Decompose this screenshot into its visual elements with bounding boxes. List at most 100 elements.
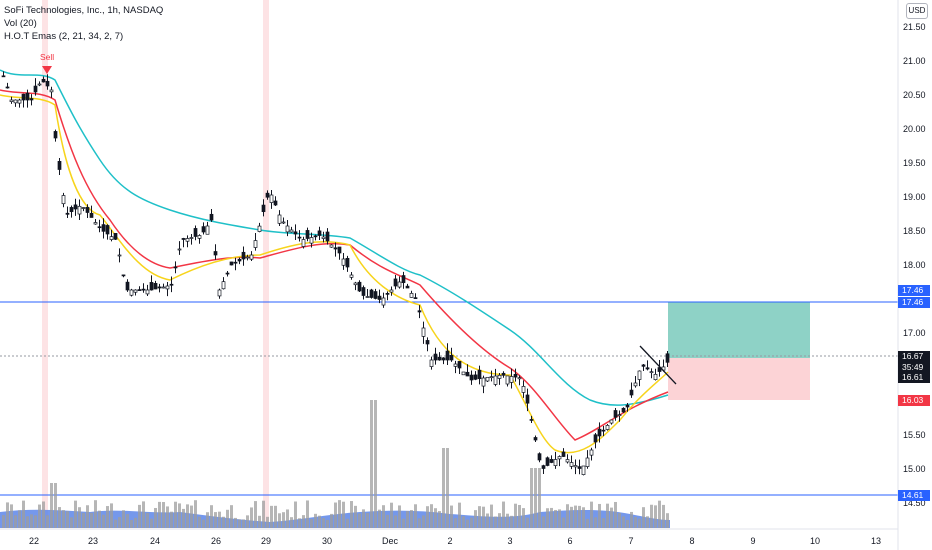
candle-body <box>417 310 422 313</box>
volume-bar <box>50 483 53 528</box>
candle-body <box>573 465 578 468</box>
candle-body <box>257 225 262 232</box>
volume-bar <box>110 503 113 528</box>
price-tick-label: 21.50 <box>903 22 926 32</box>
candle-body <box>493 375 498 385</box>
volume-bar <box>598 503 601 528</box>
candle-body <box>441 357 446 361</box>
volume-bar <box>650 504 653 528</box>
candle-body <box>125 281 130 291</box>
stop-price-tag: 16.03 <box>898 395 930 406</box>
volume-bar <box>218 511 221 528</box>
candle-body <box>393 278 398 287</box>
candle-body <box>201 226 206 233</box>
trend-line[interactable] <box>639 345 677 385</box>
ema-fast-line <box>0 94 669 454</box>
candle-body <box>49 89 54 93</box>
price-tick-label: 14.50 <box>903 498 926 508</box>
volume-bar <box>382 505 385 528</box>
candle-body <box>533 437 538 441</box>
volume-bar <box>186 504 189 528</box>
volume-bar <box>262 500 265 528</box>
volume-bar <box>214 512 217 528</box>
volume-bar <box>146 512 149 528</box>
volume-bar <box>666 513 669 528</box>
current-price-tag: 16.67 <box>898 351 930 362</box>
candle-body <box>581 465 586 475</box>
chart-legend: SoFi Technologies, Inc., 1h, NASDAQ Vol … <box>4 4 163 43</box>
volume-bar <box>162 502 165 528</box>
volume-bar <box>558 509 561 528</box>
volume-bar <box>30 514 33 528</box>
volume-bar <box>578 505 581 528</box>
candle-body <box>553 459 558 466</box>
volume-bar <box>634 517 637 528</box>
volume-bar <box>430 504 433 528</box>
volume-bar <box>426 506 429 528</box>
candle-body <box>273 200 278 206</box>
volume-bar <box>602 518 605 528</box>
candle-body <box>169 283 174 286</box>
volume-bar <box>394 515 397 528</box>
indicator-legend[interactable]: H.O.T Emas (2, 21, 34, 2, 7) <box>4 31 124 42</box>
volume-bar <box>434 508 437 528</box>
countdown-tag: 35:49 <box>898 362 930 373</box>
candle-body <box>549 459 554 463</box>
candle-body <box>77 205 82 215</box>
candle-body <box>465 371 470 377</box>
volume-bar <box>554 509 557 528</box>
candle-body <box>433 353 438 361</box>
candle-body <box>241 251 246 260</box>
candle-body <box>21 93 26 101</box>
volume-bar <box>306 500 309 528</box>
candle-body <box>645 367 650 370</box>
volume-bar <box>518 504 521 528</box>
candle-body <box>193 228 198 237</box>
time-tick-label: 24 <box>149 536 160 546</box>
candle-body <box>69 207 74 213</box>
candle-body <box>185 238 190 242</box>
volume-bar <box>482 506 485 528</box>
candle-body <box>373 291 378 299</box>
volume-bar <box>442 448 445 528</box>
ema-slow-line <box>0 69 669 406</box>
volume-bar <box>2 515 5 528</box>
volume-bar <box>42 501 45 528</box>
candle-body <box>517 377 522 380</box>
symbol-title[interactable]: SoFi Technologies, Inc., 1h, NASDAQ <box>4 5 164 16</box>
volume-bar <box>174 501 177 528</box>
volume-bar <box>278 513 281 528</box>
candle-body <box>145 289 150 295</box>
candle-body <box>133 289 138 293</box>
volume-bar <box>94 500 97 528</box>
volume-legend[interactable]: Vol (20) <box>4 18 37 29</box>
volume-bar <box>90 512 93 528</box>
volume-bar <box>550 507 553 528</box>
volume-bar <box>638 518 641 528</box>
target-zone <box>668 302 810 358</box>
volume-bar <box>658 500 661 528</box>
volume-bar <box>402 518 405 528</box>
candle-body <box>385 293 390 295</box>
candle-body <box>405 285 410 289</box>
candle-body <box>557 456 562 460</box>
volume-bar <box>226 509 229 528</box>
candle-body <box>357 281 362 292</box>
candlesticks <box>1 71 670 476</box>
candle-body <box>377 295 382 300</box>
volume-bar <box>282 512 285 528</box>
ema-mid-line <box>0 89 669 441</box>
candle-body <box>425 340 430 345</box>
candle-body <box>569 462 574 467</box>
candle-body <box>37 83 42 86</box>
volume-bar <box>206 512 209 528</box>
volume-bar <box>286 509 289 528</box>
volume-bar <box>98 510 101 528</box>
candle-body <box>449 354 454 361</box>
currency-button[interactable]: USD <box>906 3 928 19</box>
volume-bar <box>446 448 449 528</box>
volume-bar <box>334 502 337 528</box>
volume-bars <box>2 400 669 528</box>
candle-body <box>325 231 330 242</box>
